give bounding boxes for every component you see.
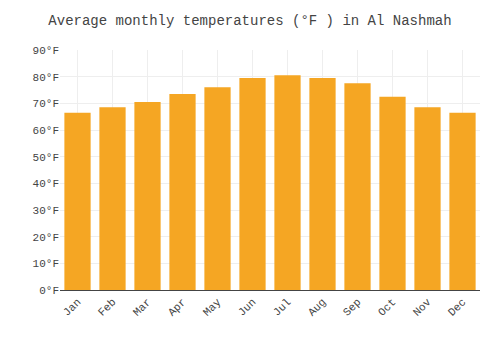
svg-text:30°F: 30°F: [33, 205, 59, 217]
svg-text:Jan: Jan: [61, 296, 83, 318]
svg-text:Jun: Jun: [236, 296, 258, 318]
svg-text:0°F: 0°F: [39, 285, 59, 297]
svg-text:Oct: Oct: [376, 296, 398, 318]
svg-text:Sep: Sep: [341, 296, 363, 318]
svg-text:Mar: Mar: [131, 296, 153, 318]
svg-text:50°F: 50°F: [33, 152, 59, 164]
svg-text:Feb: Feb: [96, 296, 118, 318]
svg-text:Aug: Aug: [306, 296, 328, 318]
svg-text:Average monthly temperatures (: Average monthly temperatures (°F ) in Al…: [48, 13, 451, 29]
svg-text:40°F: 40°F: [33, 178, 59, 190]
svg-text:80°F: 80°F: [33, 72, 59, 84]
svg-text:Jul: Jul: [271, 296, 293, 318]
svg-text:May: May: [201, 296, 224, 319]
svg-text:70°F: 70°F: [33, 98, 59, 110]
svg-text:60°F: 60°F: [33, 125, 59, 137]
svg-text:90°F: 90°F: [33, 45, 59, 57]
svg-text:Apr: Apr: [166, 296, 188, 318]
svg-text:10°F: 10°F: [33, 258, 59, 270]
svg-text:Dec: Dec: [446, 296, 468, 318]
svg-text:20°F: 20°F: [33, 232, 59, 244]
svg-text:Nov: Nov: [411, 296, 434, 319]
